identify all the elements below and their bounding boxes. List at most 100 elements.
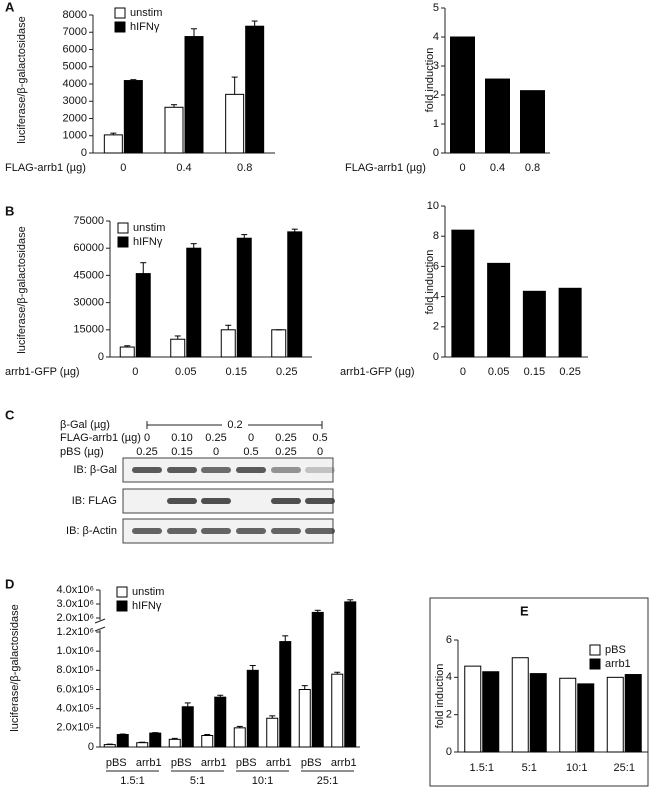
x-axis-label: FLAG-arrb1 (µg) [5, 162, 86, 174]
x-tick-label: 0.8 [525, 162, 540, 174]
bar [136, 742, 149, 748]
bar [135, 273, 151, 358]
group-label: 1.5:1 [120, 775, 144, 787]
error-bar [291, 228, 298, 232]
flag-amount: 0 [144, 432, 150, 444]
blot-band [305, 467, 335, 473]
y-tick-label: 2 [446, 709, 452, 721]
blot-band [236, 528, 266, 534]
error-bar [241, 234, 248, 239]
bar [482, 671, 500, 753]
bar [246, 669, 259, 748]
panel-label: A [5, 0, 15, 14]
y-tick-label: 4.0x10⁵ [56, 703, 94, 715]
bar [559, 677, 577, 753]
axis-break [94, 618, 106, 624]
error-bar [249, 665, 256, 671]
bar [225, 93, 245, 154]
pbs-amount: 0.25 [275, 446, 296, 458]
pbs-amount: 0.25 [136, 446, 157, 458]
bar [164, 106, 184, 154]
x-tick-label: 0.25 [276, 366, 297, 378]
bar [103, 744, 116, 748]
x-tick-label: pBS [106, 757, 127, 769]
bar [606, 676, 624, 753]
x-tick-label: pBS [171, 757, 192, 769]
error-bar [174, 335, 181, 340]
bar [116, 734, 129, 748]
x-tick-label: 0 [460, 366, 466, 378]
flag-amount: 0.25 [205, 432, 226, 444]
y-tick-label: 8.0x10⁵ [56, 664, 94, 676]
bar [186, 247, 202, 358]
x-tick-label: 0 [120, 162, 126, 174]
bar [103, 134, 123, 154]
blot-band [167, 498, 197, 504]
x-tick-label: 0.25 [559, 366, 580, 378]
bar [236, 237, 252, 358]
bar [214, 696, 227, 748]
x-tick-label: 0.05 [488, 366, 509, 378]
blot-band [132, 528, 162, 534]
y-tick-label: 5 [433, 2, 439, 14]
y-tick-label: 6.0x10⁵ [56, 683, 94, 695]
error-bar [184, 702, 191, 707]
y-tick-label: 0 [433, 351, 439, 363]
bar [520, 90, 545, 154]
legend-label: unstim [130, 7, 162, 19]
y-tick-label: 3000 [63, 95, 87, 107]
y-tick-label: 15000 [73, 324, 104, 336]
x-axis-label: arrb1-GFP (µg) [5, 366, 80, 378]
y-tick-label: 0 [81, 147, 87, 159]
y-tick-label: 1 [433, 118, 439, 130]
panel-label: D [5, 576, 14, 591]
legend-swatch [114, 21, 126, 33]
error-bar [231, 76, 238, 95]
bar [624, 674, 642, 753]
row-label: β-Gal (µg) [60, 419, 110, 431]
y-tick-label: 0 [433, 147, 439, 159]
bar [119, 346, 135, 358]
x-tick-label: 1.5:1 [470, 762, 494, 774]
x-tick-label: pBS [301, 757, 322, 769]
y-tick-label: 10 [427, 200, 439, 212]
y-tick-label: 1000 [63, 130, 87, 142]
error-bar [190, 243, 197, 249]
rule-gap [222, 418, 248, 432]
y-tick-label: 75000 [73, 215, 104, 227]
blot-band [167, 528, 197, 534]
x-axis-label: arrb1-GFP (µg) [340, 366, 415, 378]
bar [266, 717, 279, 748]
bar [311, 611, 324, 748]
y-tick-label: 1.2x10⁶ [56, 626, 94, 638]
bar [184, 36, 204, 154]
y-axis-label: luciferase/β-galactosidase [16, 16, 28, 143]
y-tick-label: 6 [433, 260, 439, 272]
row-label: FLAG-arrb1 (µg) [60, 432, 141, 444]
legend-label: hIFNγ [133, 236, 163, 248]
group-label: 10:1 [252, 775, 273, 787]
error-bar [269, 715, 276, 719]
legend-label: unstim [132, 586, 164, 598]
blot-band [201, 498, 231, 504]
bar [298, 689, 311, 748]
legend-label: hIFNγ [130, 21, 160, 33]
y-axis-label: luciferase/β-galactosidase [16, 226, 28, 353]
x-tick-label: arrb1 [331, 757, 357, 769]
bar [331, 673, 344, 748]
error-bar [191, 28, 197, 37]
error-bar [314, 609, 321, 613]
blot-band [271, 498, 301, 504]
error-bar [204, 734, 211, 736]
bar [450, 36, 475, 154]
x-tick-label: pBS [236, 757, 257, 769]
blot-label: IB: FLAG [72, 495, 117, 507]
pbs-amount: 0.15 [171, 446, 192, 458]
bar [287, 231, 303, 358]
panel-label: E [520, 603, 529, 618]
beta-gal-amount: 0.2 [227, 419, 242, 431]
y-tick-label: 0 [88, 741, 94, 753]
x-tick-label: arrb1 [136, 757, 162, 769]
x-tick-label: 0.4 [176, 162, 191, 174]
